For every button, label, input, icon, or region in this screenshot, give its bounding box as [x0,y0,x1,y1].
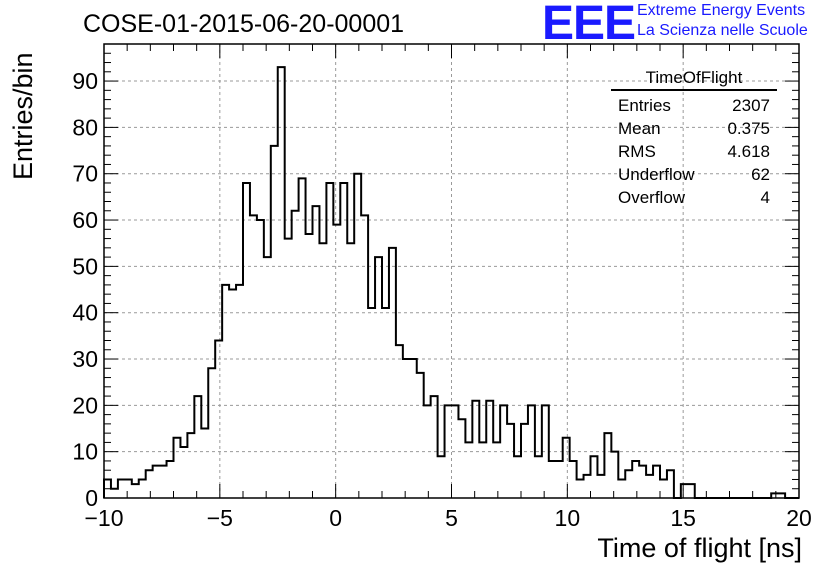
y-tick-label: 80 [72,114,98,140]
stats-label: Underflow [618,165,695,184]
histogram-series [103,66,799,499]
stats-divider [611,89,777,91]
y-tick-label: 50 [72,253,98,279]
x-tick-label: −5 [207,505,233,531]
stats-label: RMS [618,142,656,161]
y-tick-label: 20 [72,392,98,418]
x-tick-label: −10 [84,505,123,531]
y-tick-label: 10 [72,439,98,465]
y-tick-label: 60 [72,207,98,233]
stats-value: 2307 [732,96,770,115]
stats-label: Entries [618,96,671,115]
y-tick-label: 30 [72,346,98,372]
stats-row: Mean 0.375 [611,117,777,140]
x-tick-labels: −10 −5 0 5 10 15 20 [84,505,811,531]
stats-title: TimeOfFlight [645,68,743,87]
logo-line-1: Extreme Energy Events [637,2,806,19]
y-tick-labels: 0 10 20 30 40 50 60 70 80 90 [72,68,98,511]
stats-row: Overflow 4 [611,186,777,209]
plot-frame [103,43,800,499]
stats-label: Mean [618,119,661,138]
stats-value: 62 [751,165,770,184]
stats-label: Overflow [618,188,686,207]
axis-ticks [103,43,800,499]
stats-row: Entries 2307 [611,94,777,117]
stats-row: RMS 4.618 [611,140,777,163]
x-tick-label: 15 [670,505,696,531]
chart-title: COSE-01-2015-06-20-00001 [83,10,405,38]
stats-box: TimeOfFlight Entries 2307 Mean 0.375 RMS… [611,67,777,209]
logo-line-2: La Scienza nelle Scuole [637,22,808,39]
x-tick-label: 20 [786,505,812,531]
x-tick-label: 0 [329,505,342,531]
y-tick-label: 0 [85,485,98,511]
stats-row: Underflow 62 [611,163,777,186]
y-tick-label: 40 [72,300,98,326]
stats-value: 4 [760,188,770,207]
grid-lines [104,44,799,498]
eee-logo: EEE [542,0,636,50]
y-tick-label: 90 [72,68,98,94]
stats-value: 4.618 [727,142,770,161]
x-tick-label: 10 [555,505,581,531]
x-tick-label: 5 [445,505,458,531]
stats-value: 0.375 [727,119,770,138]
y-tick-label: 70 [72,161,98,187]
y-axis-label: Entries/bin [8,52,38,180]
x-axis-label: Time of flight [ns] [597,533,802,563]
